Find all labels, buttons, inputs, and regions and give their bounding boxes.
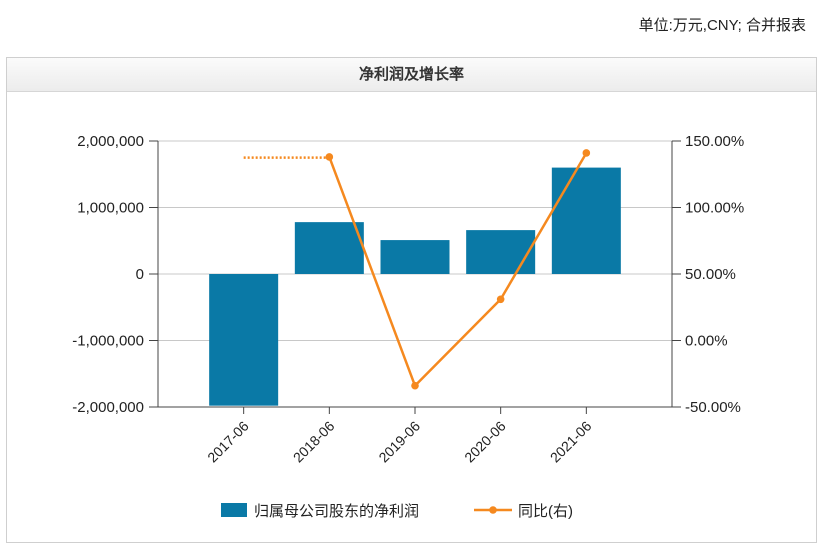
bar[interactable] — [380, 240, 450, 274]
y-left-tick-label: -1,000,000 — [72, 333, 144, 350]
legend-label-line: 同比(右) — [518, 503, 573, 520]
legend-label-bar: 归属母公司股东的净利润 — [254, 503, 419, 520]
legend-swatch-bar — [221, 503, 247, 517]
unit-note: 单位:万元,CNY; 合并报表 — [638, 17, 806, 34]
y-left-tick-label: 1,000,000 — [77, 200, 144, 217]
line-point[interactable] — [325, 153, 334, 161]
y-left-tick-label: 0 — [136, 266, 144, 283]
y-right-tick-label: 0.00% — [685, 333, 728, 350]
x-tick-label: 2017-06 — [204, 418, 252, 466]
y-right-tick-label: 150.00% — [685, 133, 744, 150]
bar[interactable] — [294, 222, 364, 274]
chart-title: 净利润及增长率 — [7, 58, 816, 92]
line-point[interactable] — [411, 381, 419, 390]
x-tick-label: 2018-06 — [290, 418, 338, 466]
y-right-tick-label: 100.00% — [685, 200, 744, 217]
bar[interactable] — [551, 167, 621, 274]
legend-swatch-dot — [489, 506, 497, 514]
chart-panel: 净利润及增长率 — [6, 57, 817, 543]
x-tick-label: 2020-06 — [461, 418, 509, 466]
x-tick-label: 2019-06 — [375, 418, 423, 466]
line-point[interactable] — [582, 149, 591, 157]
bar[interactable] — [466, 230, 536, 274]
x-tick-label: 2021-06 — [547, 418, 595, 466]
line-point[interactable] — [496, 295, 505, 304]
line-series — [328, 152, 588, 387]
y-right-tick-label: -50.00% — [685, 399, 741, 416]
y-right-tick-label: 50.00% — [685, 266, 736, 283]
y-left-tick-label: -2,000,000 — [72, 399, 144, 416]
y-left-tick-label: 2,000,000 — [77, 133, 144, 150]
bar[interactable] — [209, 274, 279, 406]
